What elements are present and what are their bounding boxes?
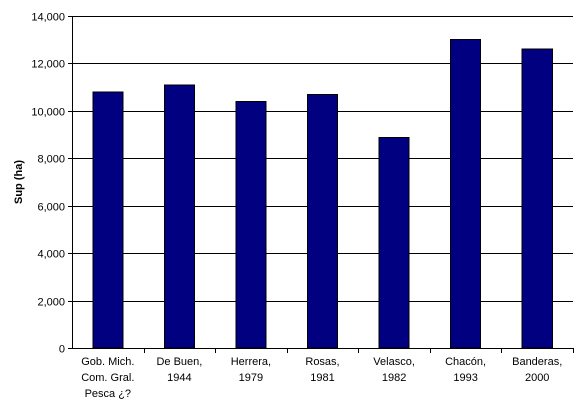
bar	[450, 39, 482, 349]
bar	[307, 93, 339, 349]
bar	[163, 84, 195, 349]
axes	[68, 16, 574, 353]
x-tick-label: Herrera, 1979	[231, 356, 271, 384]
x-tick-label: Rosas, 1981	[305, 356, 339, 384]
bar	[235, 100, 267, 349]
y-tick-label: 0	[59, 344, 65, 356]
bar	[92, 91, 124, 349]
bar	[378, 137, 410, 349]
y-tick-label: 4,000	[37, 249, 65, 261]
x-tick-label: Gob. Mich. Com. Gral. Pesca ¿?	[81, 356, 134, 400]
x-tick-label: De Buen, 1944	[156, 356, 202, 384]
y-tick-label: 8,000	[37, 154, 65, 166]
y-tick-label: 2,000	[37, 297, 65, 309]
y-axis-title: Sup (ha)	[13, 160, 25, 204]
y-tick-label: 6,000	[37, 202, 65, 214]
x-tick-label: Banderas, 2000	[512, 356, 562, 384]
y-tick-label: 14,000	[31, 12, 65, 24]
x-tick-label: Chacón, 1993	[445, 356, 486, 384]
bar	[521, 48, 553, 349]
x-tick-labels: Gob. Mich. Com. Gral. Pesca ¿? De Buen, 1944…	[81, 356, 562, 400]
y-tick-label: 12,000	[31, 59, 65, 71]
y-tick-labels: 0 2,000 4,000 6,000 8,000 10,000 12,000 14,000	[31, 12, 65, 356]
x-tick-label: Velasco, 1982	[373, 356, 415, 384]
bars	[92, 39, 553, 349]
y-tick-label: 10,000	[31, 107, 65, 119]
